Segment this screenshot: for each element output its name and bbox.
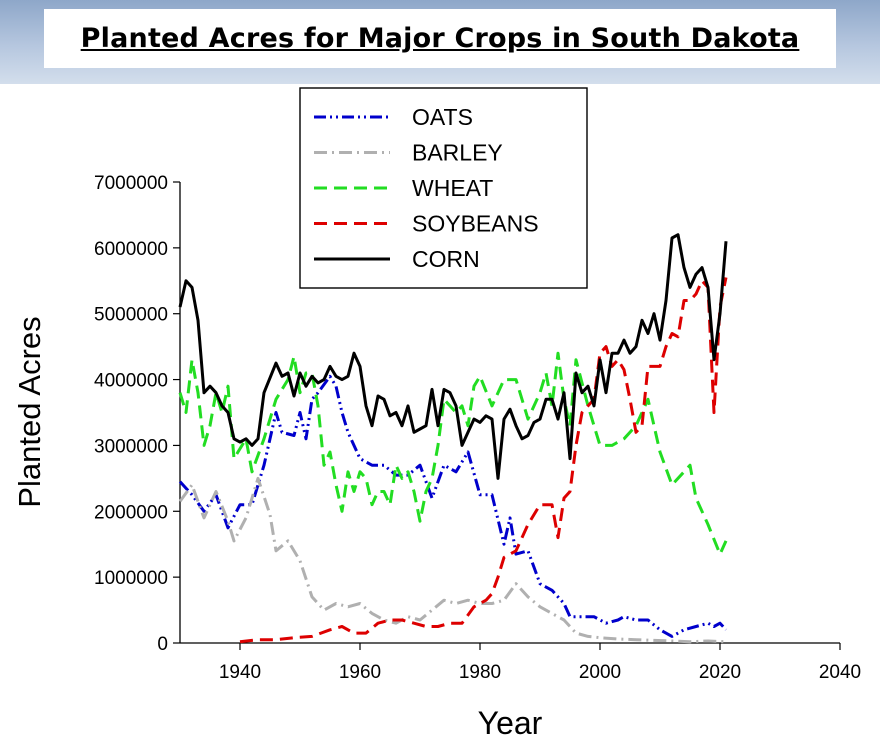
x-axis-label: Year — [478, 705, 543, 741]
x-tick-label: 1960 — [339, 662, 381, 683]
series-lines — [178, 233, 728, 644]
series-line-wheat — [178, 351, 728, 556]
legend-label-corn: CORN — [412, 246, 480, 272]
y-tick-label: 3000000 — [94, 436, 168, 457]
legend-label-oats: OATS — [412, 104, 473, 130]
y-tick-label: 6000000 — [94, 239, 168, 260]
legend-label-wheat: WHEAT — [412, 175, 493, 201]
y-tick-label: 7000000 — [94, 173, 168, 194]
legend-box — [299, 87, 588, 289]
axes: 0 1000000 2000000 3000000 4000000 5000000 6000… — [94, 173, 861, 683]
y-tick-label: 1000000 — [94, 568, 168, 589]
x-tick-label: 2000 — [579, 662, 621, 683]
legend-label-soybeans: SOYBEANS — [412, 211, 539, 237]
x-tick-label: 1980 — [459, 662, 501, 683]
series-line-barley — [178, 476, 727, 644]
legend: OATS BARLEY WHEAT SOYBEANS CORN — [299, 87, 588, 289]
page-title: Planted Acres for Major Crops in South D… — [80, 23, 800, 54]
y-tick-label: 2000000 — [94, 502, 168, 523]
y-axis-label: Planted Acres — [12, 316, 47, 507]
x-tick-label: 2040 — [819, 662, 861, 683]
y-tick-label: 4000000 — [94, 371, 168, 392]
y-tick-label: 0 — [157, 634, 168, 655]
y-tick-label: 5000000 — [94, 305, 168, 326]
series-line-soybeans — [239, 277, 728, 644]
title-panel: Planted Acres for Major Crops in South D… — [44, 9, 836, 68]
x-tick-label: 1940 — [219, 662, 261, 683]
x-tick-label: 2020 — [699, 662, 741, 683]
series-line-corn — [178, 233, 728, 480]
legend-label-barley: BARLEY — [412, 140, 503, 166]
